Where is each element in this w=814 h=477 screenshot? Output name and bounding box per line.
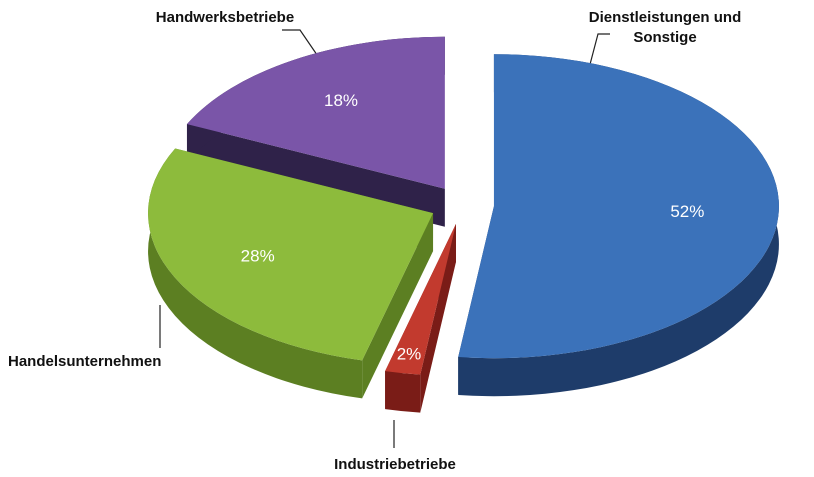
category-label: Dienstleistungen und Sonstige [588,9,742,46]
slice-side [385,371,421,413]
slice [148,148,434,361]
slice-side [458,54,779,397]
value-label: 2% [397,345,422,364]
category-label: Industriebetriebe [334,456,456,473]
value-label: 28% [241,247,275,266]
slice [458,54,779,359]
value-label: 18% [324,91,358,110]
slice [385,223,457,375]
slice-wall [362,213,434,399]
category-label: Handelsunternehmen [8,353,162,370]
category-label: Handwerksbetriebe [155,9,295,26]
slice-side [148,148,363,399]
leader-line [587,33,610,73]
slice [186,36,445,189]
value-label: 52% [670,202,704,221]
